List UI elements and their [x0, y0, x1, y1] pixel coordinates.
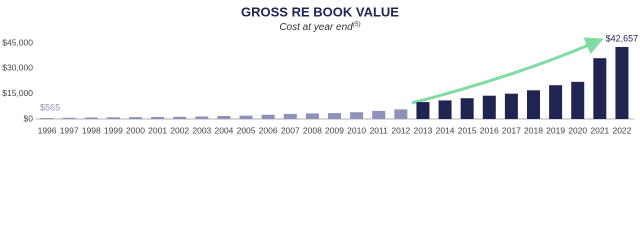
x-tick-label: 2014: [436, 125, 455, 135]
bar: [460, 98, 474, 119]
x-tick-label: 2015: [458, 125, 477, 135]
growth-arrow: [411, 37, 604, 105]
x-tick-label: 2022: [612, 125, 631, 135]
x-tick-label: 2011: [370, 125, 389, 135]
page: {"chart_data": {"type": "bar", "title": …: [2, 4, 639, 136]
bar: [482, 95, 496, 119]
bar: [504, 93, 518, 119]
x-tick-label: 2006: [259, 125, 278, 135]
bar: [283, 113, 297, 119]
value-label: $42,657: [606, 33, 639, 43]
x-tick-label: 1999: [104, 125, 123, 135]
bar: [217, 115, 231, 119]
x-tick-label: 2000: [126, 125, 145, 135]
x-tick-label: 2009: [325, 125, 344, 135]
subtitle-note: (5): [353, 21, 361, 28]
bar: [394, 109, 408, 119]
x-tick-label: 2010: [347, 125, 366, 135]
bar: [195, 116, 209, 119]
x-tick-label: 2002: [170, 125, 189, 135]
x-tick-label: 2017: [502, 125, 521, 135]
chart-subtitle: Cost at year end(5): [279, 21, 360, 33]
bar: [527, 90, 540, 119]
bar: [416, 102, 430, 119]
x-tick-label: 2016: [480, 125, 499, 135]
bar: [129, 117, 142, 119]
y-tick-label: $30,000: [2, 63, 33, 73]
bar: [305, 113, 319, 119]
bar: [173, 116, 187, 119]
bar: [261, 114, 275, 119]
chart-title: GROSS RE BOOK VALUE: [241, 4, 399, 19]
bar: [62, 117, 76, 119]
bar: [438, 100, 452, 119]
bar: [571, 81, 585, 119]
x-tick-label: 1996: [38, 125, 57, 135]
x-tick-label: 2021: [590, 125, 609, 135]
x-tick-label: 2012: [391, 125, 410, 135]
bar: [372, 110, 386, 119]
x-tick-label: 2008: [303, 125, 322, 135]
y-tick-label: $15,000: [2, 88, 33, 98]
bar: [350, 112, 364, 119]
bar: [151, 116, 165, 119]
bar: [239, 115, 253, 119]
x-tick-label: 2013: [413, 125, 432, 135]
chart: GROSS RE BOOK VALUE Cost at year end(5) …: [2, 4, 639, 135]
x-tick-label: 1997: [60, 125, 79, 135]
bar: [593, 58, 607, 119]
bar: [84, 117, 98, 119]
x-tick-label: 1998: [82, 125, 101, 135]
x-tick-label: 2007: [281, 125, 300, 135]
bar: [328, 113, 341, 119]
value-label: $565: [40, 102, 60, 112]
bar: [40, 118, 54, 119]
x-tick-label: 2004: [214, 125, 233, 135]
x-tick-label: 2020: [568, 125, 587, 135]
bar: [106, 117, 120, 119]
x-tick-label: 2005: [237, 125, 256, 135]
x-tick-label: 2019: [546, 125, 565, 135]
x-tick-label: 2001: [148, 125, 167, 135]
y-tick-label: $0: [24, 113, 34, 123]
bar: [615, 46, 629, 120]
y-tick-label: $45,000: [2, 37, 33, 47]
bar: [549, 85, 563, 119]
subtitle-text: Cost at year end: [279, 22, 353, 33]
x-tick-label: 2018: [524, 125, 543, 135]
x-tick-label: 2003: [192, 125, 211, 135]
